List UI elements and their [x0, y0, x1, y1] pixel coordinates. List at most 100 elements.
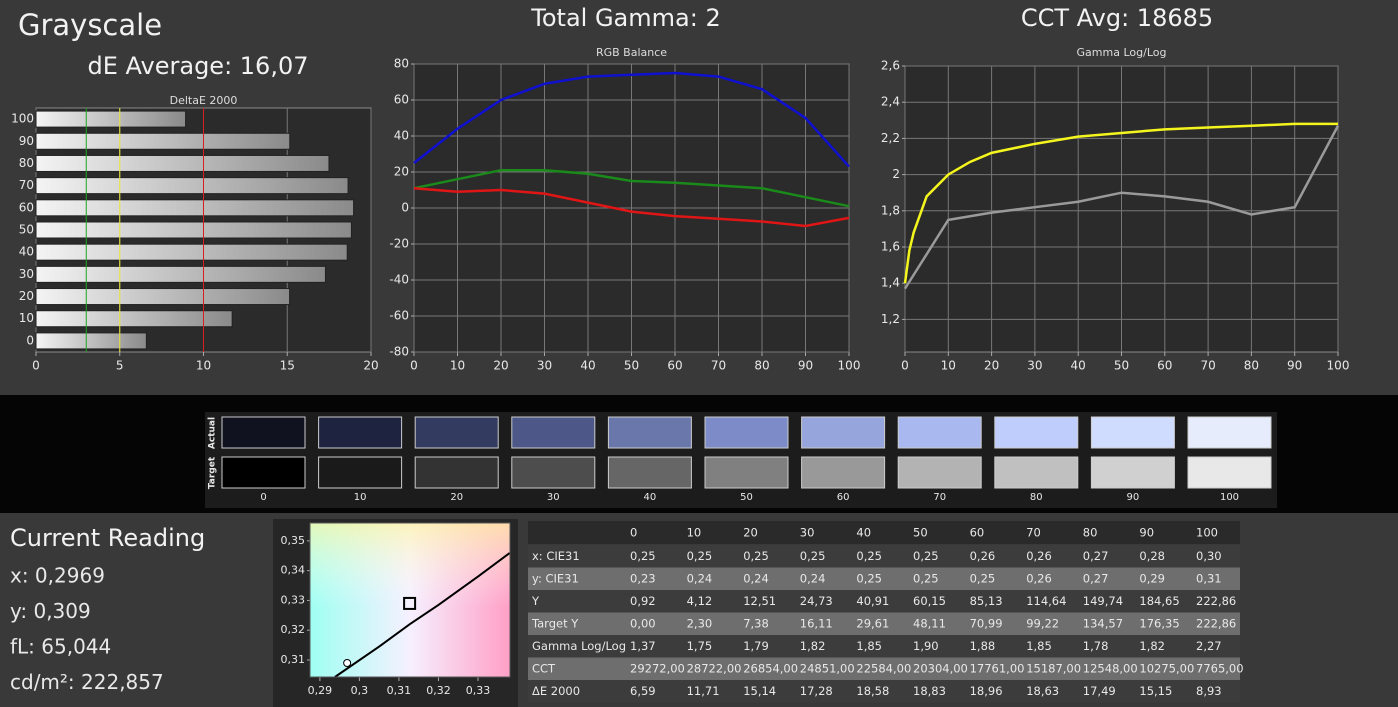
- table-cell: 17761,00: [970, 662, 1025, 676]
- table-cell: 0,23: [630, 572, 656, 586]
- table-cell: 22584,00: [856, 662, 911, 676]
- total-gamma: Total Gamma: 2: [530, 4, 720, 32]
- table-cell: 1,85: [856, 639, 882, 653]
- table-cell: 48,11: [913, 617, 946, 631]
- table-cell: 176,35: [1139, 617, 1179, 631]
- cie-overlay: [310, 523, 510, 677]
- table-cell: 0,24: [687, 572, 713, 586]
- x-tick-label: 80: [1244, 359, 1259, 373]
- table-cell: 0,30: [1196, 549, 1222, 563]
- table-cell: 7,38: [743, 617, 769, 631]
- x-tick-label: 20: [493, 359, 508, 373]
- table-cell: 0,25: [800, 549, 826, 563]
- table-cell: 0,25: [687, 549, 713, 563]
- actual-swatch: [994, 416, 1079, 449]
- series-line: [903, 122, 1338, 284]
- table-cell: 0,25: [630, 549, 656, 563]
- table-row: [528, 612, 1240, 635]
- row-label: Y: [531, 594, 540, 608]
- y-tick-label: -40: [389, 273, 409, 287]
- table-cell: 0,25: [856, 549, 882, 563]
- category-label: 100: [11, 112, 34, 126]
- table-cell: 1,85: [1026, 639, 1052, 653]
- x-tick-label: 0,31: [387, 684, 412, 697]
- x-tick-label: 50: [624, 359, 639, 373]
- swatch-label: 20: [450, 492, 463, 503]
- actual-swatch: [414, 416, 499, 449]
- x-tick-label: 20: [363, 359, 378, 373]
- category-label: 70: [19, 178, 34, 192]
- row-label: Gamma Log/Log: [532, 639, 626, 653]
- table-cell: 184,65: [1139, 594, 1179, 608]
- table-cell: 4,12: [687, 594, 713, 608]
- reading-line: fL: 65,044: [10, 635, 111, 659]
- x-tick-label: 20: [984, 359, 999, 373]
- table-cell: 1,90: [913, 639, 939, 653]
- table-cell: 20304,00: [913, 662, 968, 676]
- actual-swatch: [318, 416, 403, 449]
- x-tick-label: 40: [1071, 359, 1086, 373]
- table-cell: 0,25: [913, 549, 939, 563]
- series-line: [903, 125, 1340, 290]
- target-swatch: [607, 456, 692, 489]
- column-header: 20: [743, 526, 758, 540]
- table-cell: 18,63: [1026, 684, 1059, 698]
- table-cell: 6,59: [630, 684, 656, 698]
- category-label: 80: [19, 156, 34, 170]
- target-swatch: [801, 456, 886, 489]
- chart-title: RGB Balance: [596, 46, 667, 59]
- table-cell: 0,29: [1139, 572, 1165, 586]
- table-cell: 15187,00: [1026, 662, 1081, 676]
- swatch-label: 80: [1030, 492, 1043, 503]
- bar: [35, 310, 233, 328]
- table-cell: 24,73: [800, 594, 833, 608]
- x-tick-label: 0,3: [351, 684, 369, 697]
- table-cell: 222,86: [1196, 594, 1236, 608]
- table-cell: 1,88: [970, 639, 996, 653]
- y-tick-label: 2: [892, 167, 900, 181]
- bar: [35, 154, 330, 172]
- y-tick-label: 0,33: [281, 593, 306, 606]
- bar: [35, 265, 326, 283]
- series-line: [413, 71, 850, 168]
- x-tick-label: 30: [537, 359, 552, 373]
- table-cell: 0,31: [1196, 572, 1222, 586]
- y-tick-label: 80: [394, 57, 409, 71]
- page-title: Grayscale: [18, 8, 162, 42]
- y-tick-label: 0: [401, 201, 409, 215]
- table-cell: 0,28: [1139, 549, 1165, 563]
- table-header: [528, 521, 1240, 544]
- x-tick-label: 15: [280, 359, 295, 373]
- row-label: Target: [208, 456, 218, 489]
- x-tick-label: 0,33: [466, 684, 491, 697]
- x-tick-label: 10: [450, 359, 465, 373]
- table-cell: 99,22: [1026, 617, 1059, 631]
- table-cell: 17,28: [800, 684, 833, 698]
- column-header: 100: [1196, 526, 1218, 540]
- table-cell: 18,96: [970, 684, 1003, 698]
- table-cell: 85,13: [970, 594, 1003, 608]
- category-label: 90: [19, 134, 34, 148]
- y-tick-label: 2,6: [881, 59, 900, 73]
- bar: [35, 221, 352, 239]
- actual-swatch: [221, 416, 306, 449]
- category-label: 20: [19, 289, 34, 303]
- reading-line: x: 0,2969: [10, 564, 105, 588]
- row-label: x: CIE31: [532, 549, 580, 563]
- table-row: [528, 680, 1240, 703]
- table-cell: 2,27: [1196, 639, 1222, 653]
- column-header: 60: [970, 526, 985, 540]
- y-tick-label: 1,4: [881, 276, 900, 290]
- table-cell: 15,15: [1139, 684, 1172, 698]
- table-cell: 1,82: [1139, 639, 1165, 653]
- y-tick-label: 0,35: [281, 534, 306, 547]
- chart-title: Gamma Log/Log: [1077, 46, 1167, 59]
- table-cell: 2,30: [687, 617, 713, 631]
- row-label: y: CIE31: [532, 572, 579, 586]
- category-label: 0: [26, 333, 34, 347]
- x-tick-label: 80: [754, 359, 769, 373]
- x-tick-label: 10: [196, 359, 211, 373]
- table-cell: 0,27: [1083, 572, 1109, 586]
- table-cell: 15,14: [743, 684, 776, 698]
